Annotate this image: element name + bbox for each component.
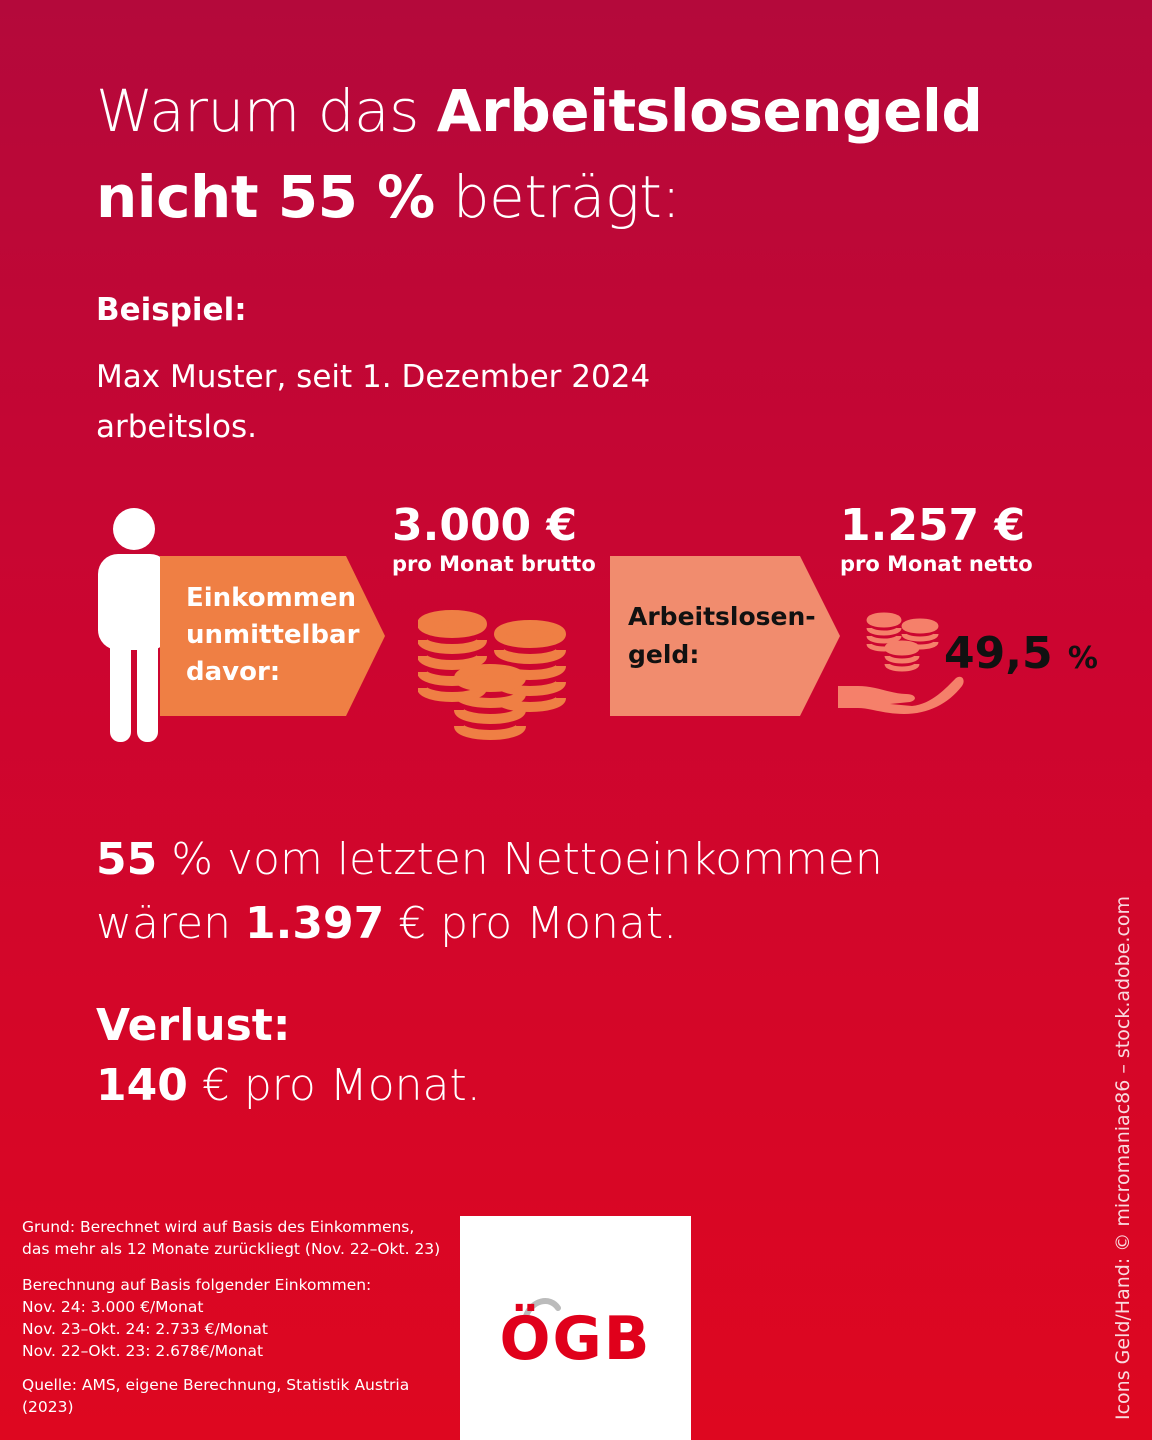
footnote-basis-title: Berechnung auf Basis folgender Einkommen… [22,1276,372,1294]
title-line2-light: beträgt: [434,163,681,231]
benefit-arrow-label: Arbeitslosen- geld: [628,598,816,674]
income-sublabel: pro Monat brutto [392,552,596,576]
hand-with-coins-icon [838,612,964,714]
loss-label: Verlust: [96,1000,291,1051]
footnote-reason-line1: Grund: Berechnet wird auf Basis des Eink… [22,1218,415,1236]
coin-stacks-icon [418,610,566,740]
title-line2-bold: nicht 55 % [96,163,435,231]
benefit-amount: 1.257 € [840,500,1026,551]
income-arrow-label: Einkommen unmittelbar davor: [186,580,359,691]
example-label: Beispiel: [96,292,247,328]
footnote-basis-2: Nov. 23–Okt. 24: 2.733 €/Monat [22,1320,268,1338]
calc-rest-2: € pro Monat. [384,898,678,949]
income-arrow-line1: Einkommen [186,583,356,613]
calc-bold-1: 55 [96,834,158,885]
footnote-source: Quelle: AMS, eigene Berechnung, Statisti… [22,1374,452,1418]
image-credit: Icons Geld/Hand: © micromaniac86 – stock… [1112,895,1134,1420]
footnote-source-line1: Quelle: AMS, eigene Berechnung, Statisti… [22,1376,410,1394]
benefit-arrow-line1: Arbeitslosen- [628,602,816,631]
benefit-sublabel: pro Monat netto [840,552,1033,576]
logo-swoosh-icon [523,1298,561,1319]
calc-start-2: wären [96,898,246,949]
calculation-text: 55 % vom letzten Nettoeinkommen wären 1.… [96,828,883,956]
loss-value-bold: 140 [96,1060,188,1111]
footnote-reason: Grund: Berechnet wird auf Basis des Eink… [22,1216,452,1260]
benefit-arrow-line2: geld: [628,640,700,669]
income-amount: 3.000 € [392,500,578,551]
footnote-reason-line2: das mehr als 12 Monate zurückliegt (Nov.… [22,1240,441,1258]
benefit-percent-sign: % [1067,641,1098,676]
income-arrow-shape [160,556,385,716]
income-arrow-line3: davor: [186,657,281,687]
benefit-percent-value: 49,5 [944,628,1053,679]
income-arrow-line2: unmittelbar [186,620,360,650]
footnote-basis-3: Nov. 22–Okt. 23: 2.678€/Monat [22,1342,264,1360]
logo-text: ÖGB [499,1304,652,1374]
footnote-source-line2: (2023) [22,1398,74,1416]
title-line1-bold: Arbeitslosengeld [436,77,983,145]
example-text: Max Muster, seit 1. Dezember 2024 arbeit… [96,359,651,445]
calc-rest-1: % vom letzten Nettoeinkommen [157,834,883,885]
calc-bold-2: 1.397 [245,898,385,949]
oegb-logo: ÖGB [460,1216,691,1440]
loss-value-rest: € pro Monat. [187,1060,481,1111]
title-line1-light: Warum das [96,77,437,145]
benefit-percent: 49,5 % [944,628,1098,679]
footnote-basis: Berechnung auf Basis folgender Einkommen… [22,1274,452,1362]
footnote-basis-1: Nov. 24: 3.000 €/Monat [22,1298,204,1316]
benefit-arrow-shape [610,556,840,716]
loss-value: 140 € pro Monat. [96,1060,481,1111]
person-icon [98,508,170,742]
page-title: Warum das Arbeitslosengeld nicht 55 % be… [96,68,983,240]
